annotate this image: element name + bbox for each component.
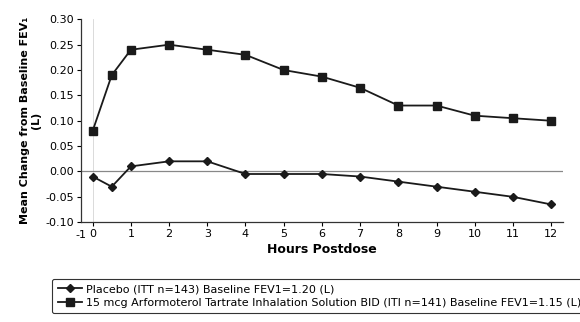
X-axis label: Hours Postdose: Hours Postdose [267,243,377,256]
Legend: Placebo (ITT n=143) Baseline FEV1=1.20 (L), 15 mcg Arformoterol Tartrate Inhalat: Placebo (ITT n=143) Baseline FEV1=1.20 (… [52,279,580,313]
Text: -1: -1 [76,230,86,240]
Y-axis label: Mean Change from Baseline FEV₁
(L): Mean Change from Baseline FEV₁ (L) [20,17,41,224]
